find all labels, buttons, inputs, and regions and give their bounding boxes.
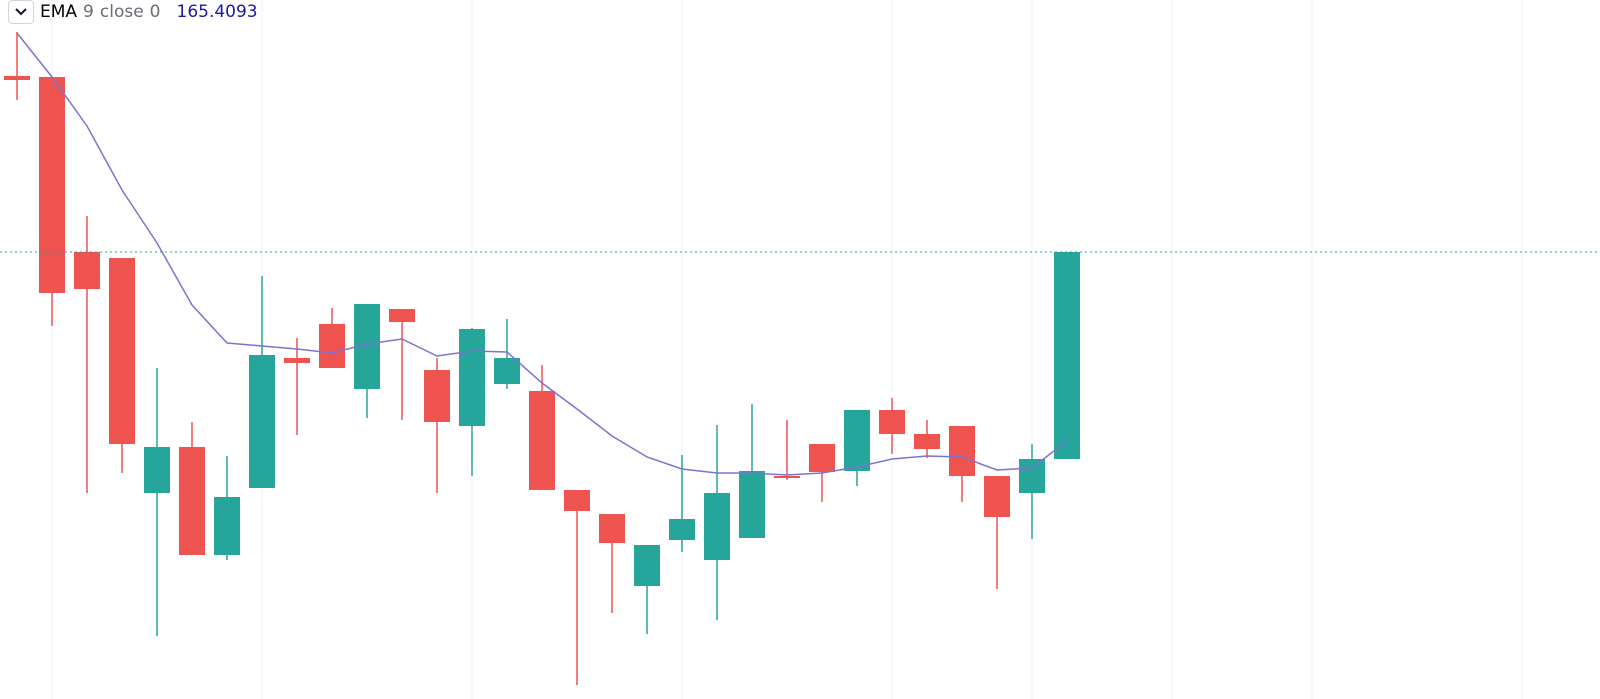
candle-body (74, 252, 100, 289)
time-grid (51, 0, 1523, 699)
candle-body (494, 358, 520, 384)
candle-body (4, 76, 30, 80)
candle-body (1054, 252, 1080, 459)
candle-body (144, 447, 170, 493)
collapse-button[interactable] (8, 0, 34, 24)
candle-body (564, 490, 590, 511)
candle-body (179, 447, 205, 555)
candle-body (634, 545, 660, 586)
indicator-legend: EMA 9 close 0 165.4093 (8, 0, 258, 24)
candle-body (284, 358, 310, 363)
indicator-length: 9 (83, 2, 94, 22)
candle-body (529, 391, 555, 490)
ema-line (16, 32, 1068, 476)
candle-body (389, 309, 415, 322)
candle-body (39, 77, 65, 293)
candle-body (984, 476, 1010, 517)
chevron-icon (15, 8, 27, 16)
candle-body (459, 329, 485, 426)
candle-body (704, 493, 730, 560)
candle-body (319, 324, 345, 368)
candle-body (739, 471, 765, 538)
candle-body (669, 519, 695, 540)
candle-body (1019, 459, 1045, 493)
indicator-value: 165.4093 (176, 2, 258, 22)
indicator-name: EMA (40, 2, 78, 22)
candle-body (774, 476, 800, 478)
candle-body (599, 514, 625, 543)
candle-body (879, 410, 905, 434)
candle-body (809, 444, 835, 472)
candle-body (214, 497, 240, 555)
indicator-source: close (99, 2, 144, 22)
candle-body (844, 410, 870, 471)
candle-body (249, 355, 275, 488)
candle-body (914, 434, 940, 449)
candle-body (109, 258, 135, 444)
candle-body (424, 370, 450, 422)
indicator-offset: 0 (149, 2, 161, 22)
candle-body (949, 426, 975, 476)
